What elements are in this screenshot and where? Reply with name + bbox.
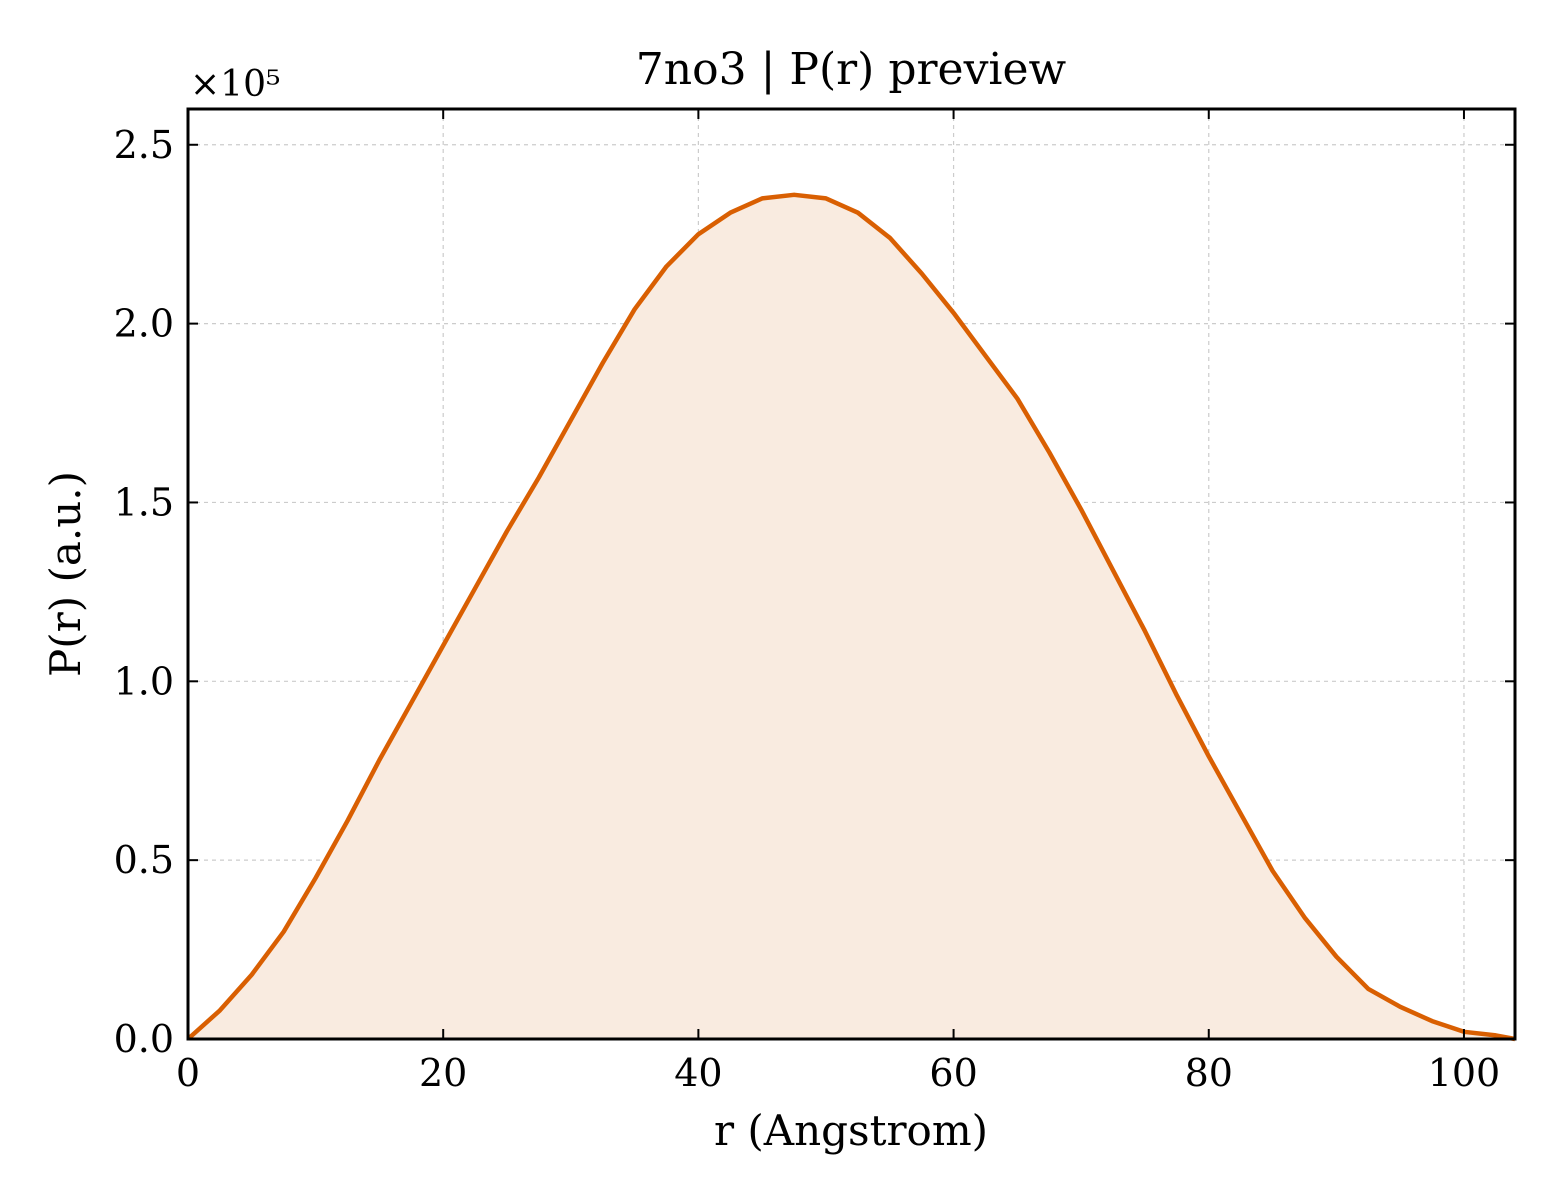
- y-axis-label: P(r) (a.u.): [41, 471, 90, 677]
- series-line: [186, 192, 1516, 1042]
- y-tick-label: 0.5: [114, 838, 174, 882]
- y-tick-label: 0.0: [114, 1017, 174, 1061]
- x-tick-label: 0: [176, 1051, 200, 1095]
- y-tick-label: 1.5: [114, 480, 174, 524]
- x-tick-label: 60: [929, 1051, 977, 1095]
- y-multiplier-label: ×10⁵: [190, 64, 280, 105]
- x-tick-label: 40: [674, 1051, 722, 1095]
- y-tick-label: 2.5: [114, 123, 174, 167]
- plot-frame: [186, 107, 1517, 1041]
- chart-title: 7no3 | P(r) preview: [636, 44, 1067, 95]
- series-area: [188, 194, 1515, 1040]
- tick-labels: 0 20 40 60 80 100 0.0 0.5 1.0 1.5 2.0 2.5: [114, 123, 1501, 1095]
- x-tick-label: 80: [1185, 1051, 1233, 1095]
- x-tick-label: 20: [419, 1051, 467, 1095]
- x-tick-label: 100: [1428, 1051, 1501, 1095]
- y-tick-label: 1.0: [114, 659, 174, 703]
- y-tick-label: 2.0: [114, 302, 174, 346]
- x-axis-label: r (Angstrom): [714, 1106, 988, 1155]
